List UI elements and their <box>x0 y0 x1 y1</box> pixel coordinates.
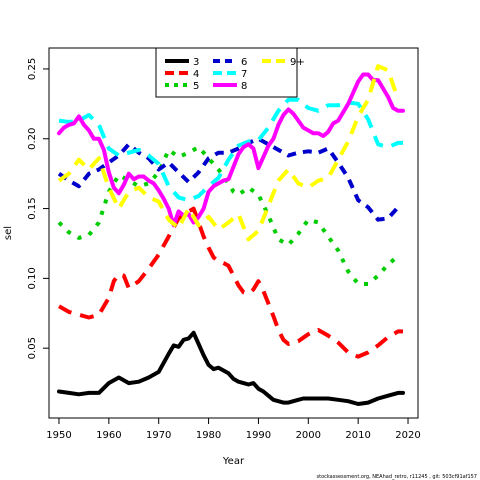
plot-frame <box>48 47 419 419</box>
series-layer <box>57 64 405 406</box>
footer-credit: stockassessment.org, NEAhad_retro, r1124… <box>317 474 478 480</box>
x-tick-label: 2000 <box>296 430 321 441</box>
x-tick-label: 1970 <box>146 430 171 441</box>
series-line-9plus <box>57 64 400 242</box>
legend-label-3: 3 <box>193 57 199 68</box>
legend-label-4: 4 <box>193 69 199 80</box>
series-line-6 <box>57 136 400 222</box>
x-axis: 1950 1960 1970 1980 1990 2000 2010 2020 <box>46 418 421 441</box>
series-line-8 <box>57 72 405 228</box>
y-tick-label: 0.15 <box>27 197 38 219</box>
y-tick-label: 0.05 <box>27 337 38 359</box>
series-line-3 <box>57 330 405 406</box>
y-axis-title: sel <box>3 226 14 240</box>
y-tick-label: 0.25 <box>27 58 38 80</box>
x-tick-label: 2020 <box>395 430 420 441</box>
y-tick-label: 0.20 <box>27 128 38 150</box>
x-tick-label: 1980 <box>196 430 221 441</box>
legend-label-8: 8 <box>241 81 247 92</box>
y-axis: 0.05 0.10 0.15 0.20 0.25 <box>27 58 49 359</box>
legend: 345 678 9+ <box>155 47 305 98</box>
series-line-4 <box>58 206 403 359</box>
legend-label-6: 6 <box>241 57 247 68</box>
x-axis-title: Year <box>222 456 245 467</box>
legend-box <box>155 47 298 98</box>
legend-label-9plus: 9+ <box>290 57 305 68</box>
x-tick-label: 1990 <box>246 430 271 441</box>
x-tick-label: 1960 <box>96 430 121 441</box>
legend-label-7: 7 <box>241 69 247 80</box>
legend-label-5: 5 <box>193 81 199 92</box>
x-tick-label: 1950 <box>46 430 71 441</box>
x-tick-label: 2010 <box>345 430 370 441</box>
series-line-5 <box>57 145 400 286</box>
y-tick-label: 0.10 <box>27 267 38 289</box>
